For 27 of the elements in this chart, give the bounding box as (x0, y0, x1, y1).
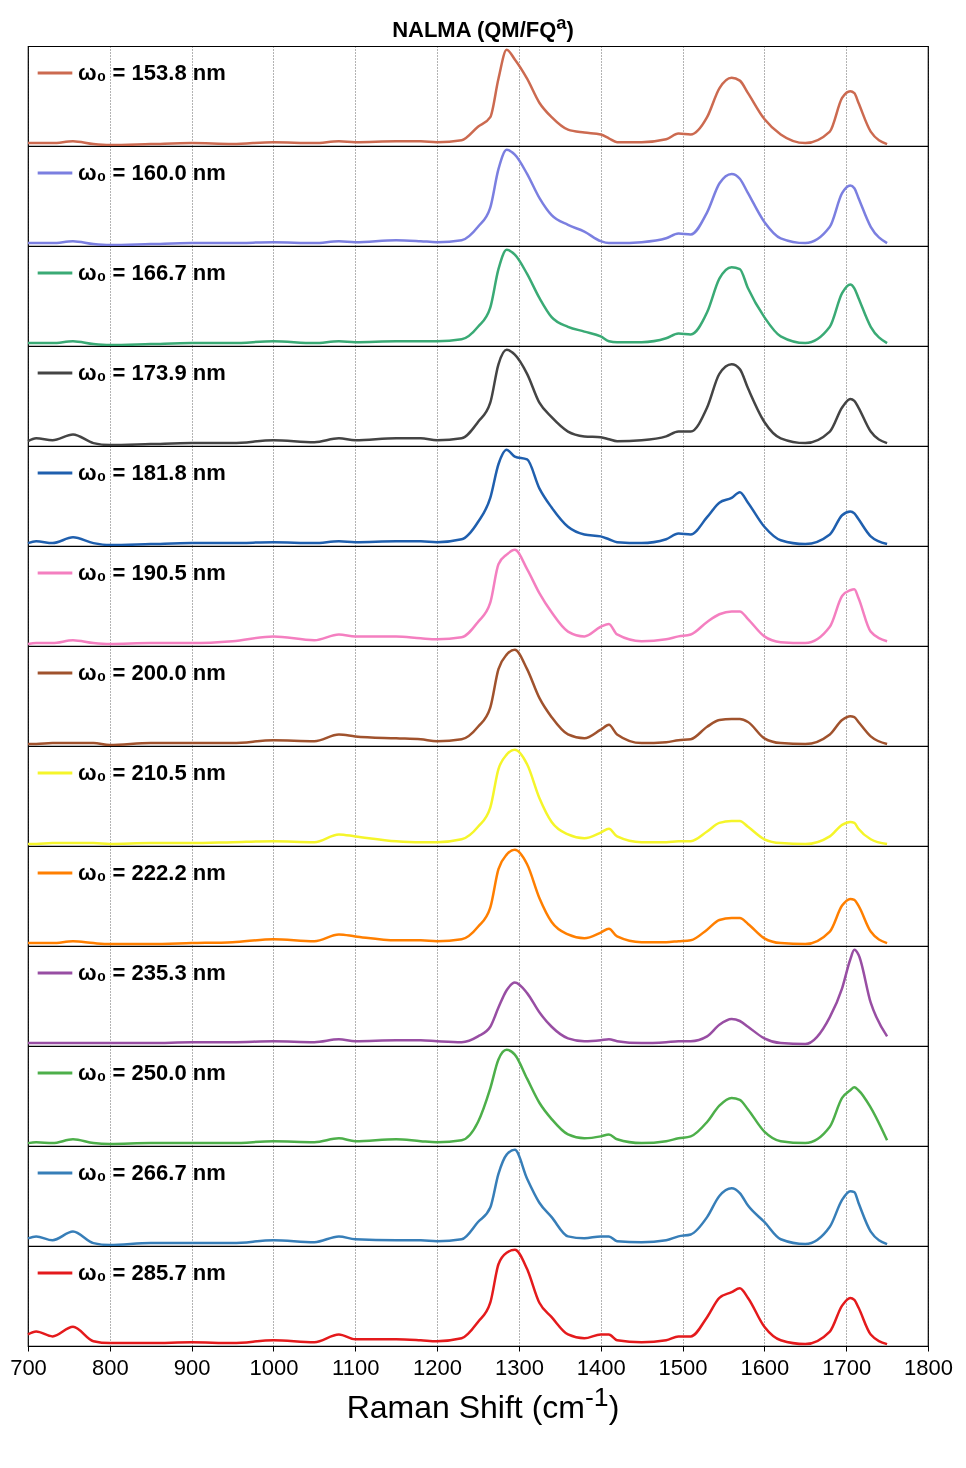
legend-label: ω₀ = 210.5 nm (78, 760, 226, 785)
x-tick-label: 800 (91, 1354, 129, 1380)
legend-label: ω₀ = 166.7 nm (78, 260, 226, 285)
x-tick-label: 1700 (822, 1354, 872, 1380)
legend-label: ω₀ = 181.8 nm (78, 460, 226, 485)
legend-label: ω₀ = 235.3 nm (78, 960, 226, 985)
legend-label: ω₀ = 190.5 nm (78, 560, 226, 585)
x-tick-label: 1400 (576, 1354, 626, 1380)
x-tick-label: 900 (173, 1354, 211, 1380)
legend-label: ω₀ = 250.0 nm (78, 1060, 226, 1085)
legend-label: ω₀ = 222.2 nm (78, 860, 226, 885)
chart-title: NALMA (QM/FQ$^{a}$) (391, 11, 575, 45)
legend-label: ω₀ = 266.7 nm (78, 1160, 226, 1185)
x-tick-label: 1200 (413, 1354, 463, 1380)
legend-label: ω₀ = 160.0 nm (78, 160, 226, 185)
legend-label: ω₀ = 200.0 nm (78, 660, 226, 685)
x-axis-title: Raman Shift (cm$^{-1}$) (345, 1382, 621, 1426)
legend-label: ω₀ = 173.9 nm (78, 360, 226, 385)
legend-label: ω₀ = 285.7 nm (78, 1260, 226, 1285)
legend-label: ω₀ = 153.8 nm (78, 60, 226, 85)
x-tick-label: 1100 (332, 1354, 380, 1380)
x-tick-label: 700 (10, 1354, 47, 1380)
x-tick-label: 1000 (249, 1354, 299, 1380)
x-tick-label: 1300 (494, 1354, 544, 1380)
x-tick-label: 1600 (740, 1354, 790, 1380)
x-tick-label: 1800 (904, 1354, 953, 1380)
x-tick-label: 1500 (658, 1354, 708, 1380)
